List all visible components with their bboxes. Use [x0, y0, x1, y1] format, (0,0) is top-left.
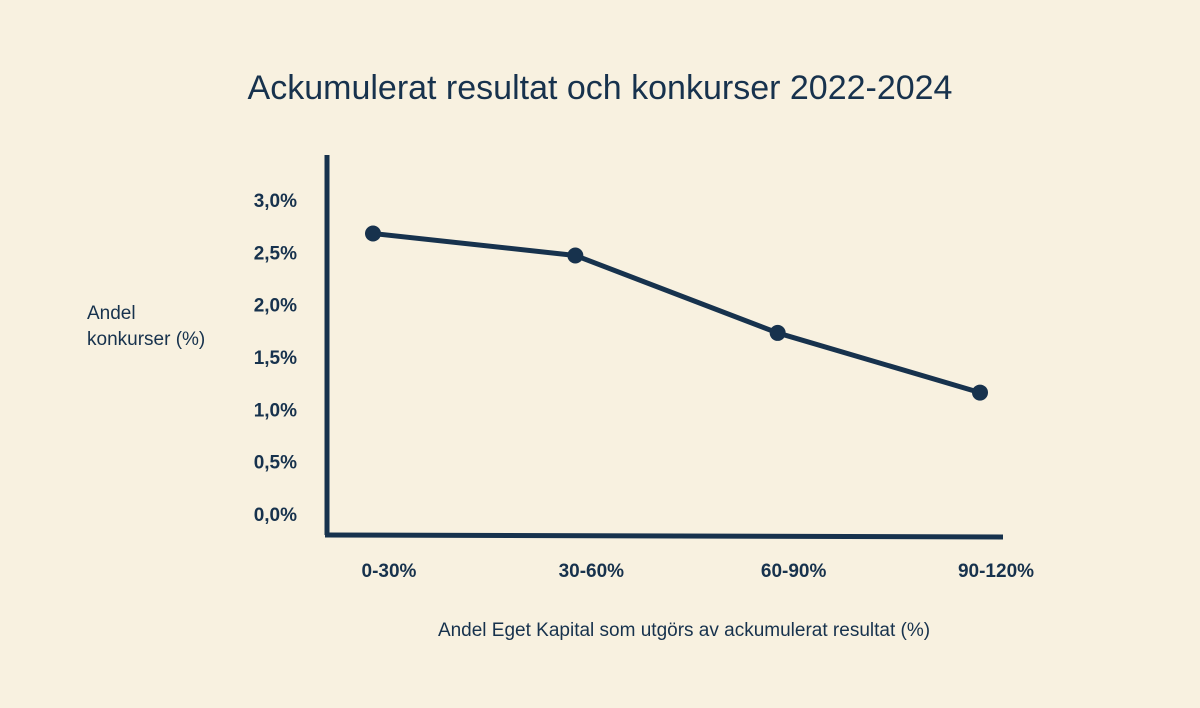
x-tick-label: 0-30% — [362, 561, 417, 582]
y-tick-label: 0,5% — [254, 453, 297, 474]
series-line — [372, 231, 981, 395]
y-tick-label: 0,0% — [254, 505, 297, 526]
y-axis-label-line-2: konkurser (%) — [87, 329, 205, 350]
x-tick-label: 60-90% — [761, 561, 827, 582]
y-tick-label: 3,0% — [254, 191, 297, 212]
x-tick-labels: 0-30% 30-60% 60-90% 90-120% — [362, 561, 1035, 582]
data-point — [567, 247, 584, 264]
data-point — [972, 384, 988, 401]
data-point — [365, 225, 381, 242]
x-tick-label: 90-120% — [958, 561, 1034, 582]
y-tick-label: 2,5% — [254, 243, 297, 264]
chart-title: Ackumulerat resultat och konkurser 2022-… — [248, 69, 953, 107]
data-point — [769, 324, 786, 341]
x-axis-line — [324, 532, 1004, 540]
y-axis-label-line-1: Andel — [87, 303, 136, 324]
x-axis-label: Andel Eget Kapital som utgörs av ackumul… — [438, 620, 930, 641]
y-tick-labels: 0,0% 0,5% 1,0% 1,5% 2,0% 2,5% 3,0% — [254, 191, 297, 526]
y-tick-label: 2,0% — [254, 296, 297, 317]
y-tick-label: 1,0% — [254, 400, 297, 421]
x-tick-label: 30-60% — [559, 561, 625, 582]
series — [365, 225, 988, 401]
y-tick-label: 1,5% — [254, 348, 297, 369]
